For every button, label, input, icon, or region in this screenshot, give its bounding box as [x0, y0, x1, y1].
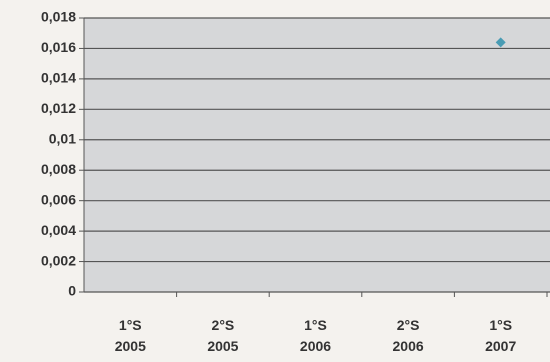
x-tick-label: 1°S 2007	[485, 317, 516, 354]
y-tick-label: 0,004	[41, 222, 76, 238]
y-tick-label: 0,014	[41, 70, 76, 86]
y-tick-label: 0,016	[41, 39, 76, 55]
y-tick-label: 0,012	[41, 100, 76, 116]
x-tick-label: 2°S 2005	[207, 317, 238, 354]
x-tick-label: 2°S 2006	[393, 317, 424, 354]
x-tick-label: 1°S 2005	[115, 317, 146, 354]
plot-area	[84, 18, 550, 292]
y-tick-label: 0,002	[41, 252, 76, 268]
y-tick-label: 0	[68, 283, 76, 299]
x-tick-label: 1°S 2006	[300, 317, 331, 354]
data-point	[495, 37, 506, 48]
y-tick-label: 0,006	[41, 191, 76, 207]
y-tick-label: 0,008	[41, 161, 76, 177]
y-tick-label: 0,01	[49, 130, 76, 146]
y-tick-label: 0,018	[41, 9, 76, 25]
